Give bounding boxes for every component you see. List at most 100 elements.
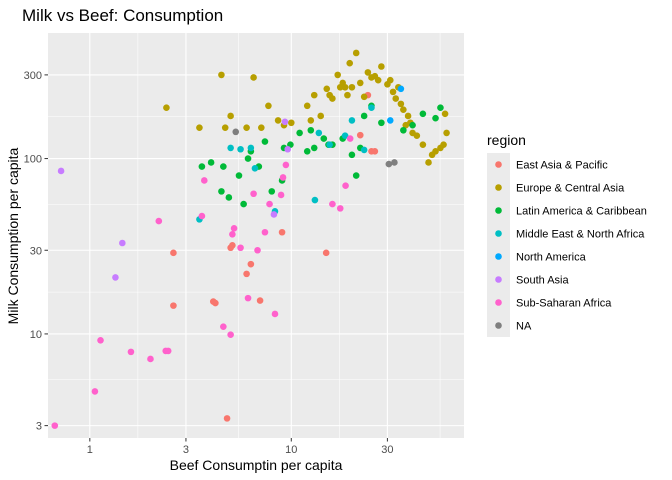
y-tick-label: 10 xyxy=(30,329,42,341)
legend-label: Europe & Central Asia xyxy=(516,183,625,195)
data-points xyxy=(51,49,450,429)
data-point xyxy=(244,294,252,302)
data-point xyxy=(352,49,360,57)
data-point xyxy=(329,95,336,102)
data-point xyxy=(119,239,126,247)
data-point xyxy=(198,212,206,220)
data-point xyxy=(227,144,234,152)
data-point xyxy=(404,112,412,120)
data-point xyxy=(320,135,328,142)
data-point xyxy=(386,76,394,84)
data-point xyxy=(326,141,333,148)
data-point xyxy=(240,200,247,208)
data-point xyxy=(352,172,360,179)
data-point xyxy=(97,336,104,344)
data-point xyxy=(397,100,405,108)
data-point xyxy=(360,112,368,120)
data-point xyxy=(247,144,255,152)
legend-key-dot xyxy=(495,276,502,283)
data-point xyxy=(207,159,215,166)
data-point xyxy=(170,249,177,257)
legend-label: North America xyxy=(516,252,587,264)
chart-title: Milk vs Beef: Consumption xyxy=(22,6,223,25)
data-point xyxy=(341,83,349,91)
data-point xyxy=(198,163,206,170)
legend-key-dot xyxy=(495,161,502,168)
data-point xyxy=(229,242,236,249)
data-point xyxy=(315,129,323,137)
data-point xyxy=(277,191,285,199)
legend-label: NA xyxy=(516,321,532,333)
data-point xyxy=(250,74,257,81)
data-point xyxy=(360,93,368,101)
data-point xyxy=(374,76,382,84)
data-point xyxy=(329,200,336,208)
data-point xyxy=(251,164,259,172)
data-point xyxy=(400,126,407,134)
data-point xyxy=(200,177,208,184)
data-point xyxy=(243,270,250,278)
x-axis-ticks: 1 3 10 30 xyxy=(87,438,394,456)
data-point xyxy=(400,106,407,113)
data-point xyxy=(413,132,421,140)
data-point xyxy=(155,217,163,225)
data-point xyxy=(392,95,400,102)
data-point xyxy=(356,79,364,87)
data-point xyxy=(334,71,342,79)
data-point xyxy=(254,246,261,254)
data-point xyxy=(265,102,272,110)
data-point xyxy=(348,151,356,159)
y-tick-label: 100 xyxy=(24,154,42,166)
data-point xyxy=(220,323,227,330)
data-point xyxy=(371,148,379,155)
data-point xyxy=(432,148,439,155)
major-gridlines xyxy=(48,33,464,438)
data-point xyxy=(229,230,236,238)
data-point xyxy=(218,71,225,79)
data-point xyxy=(437,104,444,112)
minor-gridlines xyxy=(48,33,464,438)
data-point xyxy=(419,141,427,148)
data-point xyxy=(278,228,286,236)
data-point xyxy=(409,121,416,129)
legend: region East Asia & Pacific Europe & Centr… xyxy=(487,132,647,337)
data-point xyxy=(266,200,273,208)
data-point xyxy=(244,155,252,162)
data-point xyxy=(230,225,238,232)
data-point xyxy=(344,91,351,99)
data-point xyxy=(378,63,385,70)
data-point xyxy=(243,124,250,131)
data-point xyxy=(227,112,234,120)
data-point xyxy=(287,119,295,127)
data-point xyxy=(258,124,265,131)
data-point xyxy=(311,196,319,204)
legend-key-dot xyxy=(495,322,502,329)
data-point xyxy=(256,297,264,304)
data-point xyxy=(432,114,439,122)
x-axis-title: Beef Consumptin per capita xyxy=(170,457,343,473)
data-point xyxy=(282,161,290,169)
data-point xyxy=(336,205,344,212)
data-point xyxy=(279,174,287,181)
data-point xyxy=(443,129,450,137)
data-point xyxy=(397,85,405,93)
x-tick-label: 10 xyxy=(285,444,297,456)
legend-key-dot xyxy=(495,253,502,260)
data-point xyxy=(303,148,311,155)
data-point xyxy=(218,188,225,195)
data-point xyxy=(91,388,99,395)
data-point xyxy=(441,110,449,118)
data-point xyxy=(389,88,397,96)
data-point xyxy=(419,110,427,118)
data-point xyxy=(310,91,318,99)
data-point xyxy=(270,211,278,218)
data-point xyxy=(237,145,244,153)
data-point xyxy=(284,145,292,153)
y-tick-label: 3 xyxy=(36,421,42,433)
data-point xyxy=(163,104,170,112)
y-tick-label: 300 xyxy=(24,70,42,82)
data-point xyxy=(356,131,364,139)
data-point xyxy=(368,104,375,112)
data-point xyxy=(346,135,354,142)
